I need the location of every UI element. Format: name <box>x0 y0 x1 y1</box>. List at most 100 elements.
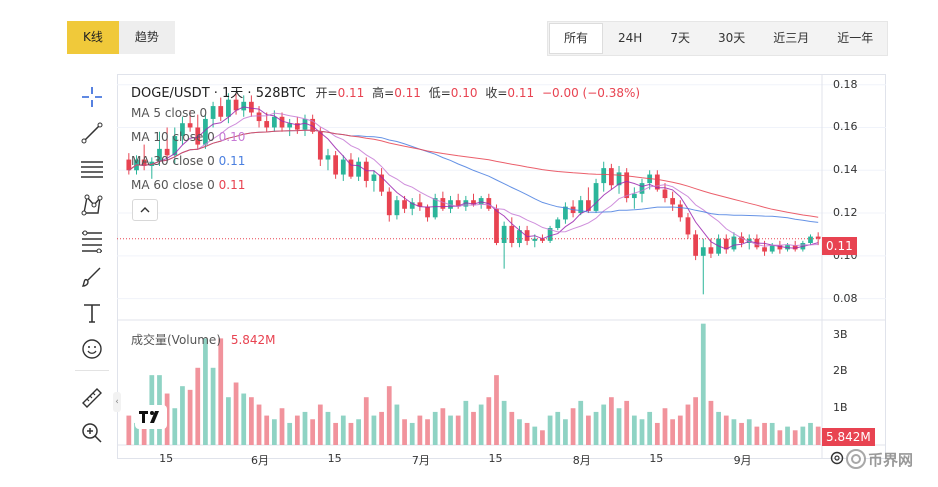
tab-trend[interactable]: 趋势 <box>118 21 175 54</box>
ruler-icon[interactable] <box>76 384 108 412</box>
ma10-legend[interactable]: MA 10 close 0 0.10 <box>131 130 245 144</box>
candle-body <box>249 101 254 113</box>
ohlc-legend: DOGE/USDT · 1天 · 528BTC 开=0.11 高=0.11 低=… <box>131 82 640 101</box>
tab-range-24h[interactable]: 24H <box>618 31 643 45</box>
volume-bar <box>555 411 561 445</box>
volume-bar <box>371 415 377 445</box>
ma30-legend[interactable]: MA 30 close 0 0.11 <box>131 154 245 168</box>
volume-bar <box>716 411 721 445</box>
candle-body <box>769 245 775 252</box>
candle-body <box>547 228 553 241</box>
volume-bar <box>578 400 584 445</box>
volume-bar <box>785 426 790 445</box>
pane-resize-handle[interactable]: ‹ <box>113 392 121 412</box>
volume-bar <box>256 404 262 445</box>
volume-bar <box>379 411 384 445</box>
close-label: 收= <box>485 86 508 100</box>
volume-bar <box>509 411 515 445</box>
brush-icon[interactable] <box>76 263 108 291</box>
tab-range-1y[interactable]: 近一年 <box>837 31 874 45</box>
volume-bar <box>777 430 783 445</box>
volume-bar <box>608 397 614 445</box>
collapse-legend-button[interactable] <box>132 199 158 221</box>
emoji-icon[interactable] <box>76 335 108 363</box>
candle-body <box>294 123 300 130</box>
pattern-icon[interactable] <box>76 191 108 219</box>
ma60-line <box>128 129 819 218</box>
volume-bar <box>547 415 553 445</box>
volume-bar <box>249 397 254 445</box>
volume-bar <box>792 430 798 445</box>
candle-body <box>210 106 216 119</box>
zoom-in-icon[interactable] <box>76 419 108 447</box>
ma30-label: MA 30 close 0 <box>131 154 215 168</box>
volume-bar <box>708 400 714 445</box>
ma60-value: 0.11 <box>218 178 246 192</box>
volume-bar <box>677 415 683 445</box>
volume-bar <box>195 367 201 445</box>
volume-bar <box>723 415 729 445</box>
candle-body <box>501 225 507 243</box>
volume-bar <box>226 397 231 445</box>
candle-body <box>340 159 346 175</box>
tab-range-all[interactable]: 所有 <box>549 23 604 54</box>
volume-bar <box>386 386 392 445</box>
settings-gear-icon[interactable] <box>829 450 845 466</box>
candle-body <box>815 236 821 239</box>
volume-bar <box>134 422 139 445</box>
volume-bar <box>187 389 193 445</box>
ma5-legend[interactable]: MA 5 close 0 <box>131 106 207 120</box>
volume-bar <box>356 419 361 445</box>
ma10-line <box>128 112 819 247</box>
candle-body <box>555 219 561 229</box>
volume-bar <box>333 422 339 445</box>
candle-body <box>631 193 637 199</box>
volume-bar <box>693 397 698 445</box>
candle-body <box>731 236 737 250</box>
ma10-value: 0.10 <box>218 130 246 144</box>
time-tick-label: 7月 <box>411 454 430 467</box>
candle-body <box>693 234 698 256</box>
volume-bar <box>417 415 423 445</box>
chart-frame <box>117 74 886 459</box>
volume-bar <box>287 422 293 445</box>
time-tick-label: 15 <box>649 452 664 465</box>
volume-bar <box>601 404 607 445</box>
volume-bar <box>746 419 752 445</box>
horizontal-lines-icon[interactable] <box>76 155 108 183</box>
candle-body <box>187 123 193 128</box>
candle-body <box>317 131 323 160</box>
ma60-legend[interactable]: MA 60 close 0 0.11 <box>131 178 245 192</box>
crosshair-icon[interactable] <box>76 83 108 111</box>
tab-kline[interactable]: K线 <box>67 21 119 54</box>
volume-bar <box>769 422 775 445</box>
fib-retracement-icon[interactable] <box>76 227 108 255</box>
grid <box>117 74 886 459</box>
candle-body <box>218 106 224 117</box>
candle-body <box>563 206 568 220</box>
chart-type-tabs: K线 趋势 <box>67 21 175 54</box>
volume-bar <box>517 419 522 445</box>
candle-body <box>271 116 277 128</box>
toolbar-divider <box>75 370 109 371</box>
volume-bar <box>524 422 530 445</box>
tab-range-30d[interactable]: 30天 <box>717 31 746 45</box>
ma5-label: MA 5 close 0 <box>131 106 208 120</box>
volume-bar <box>815 426 821 445</box>
ma30-line <box>128 129 819 223</box>
price-tick-label: 0.16 <box>833 120 858 134</box>
candle-body <box>432 198 438 218</box>
volume-bar <box>455 415 461 445</box>
tradingview-logo[interactable] <box>135 405 167 429</box>
tab-range-7d[interactable]: 7天 <box>670 31 690 45</box>
candle-body <box>517 230 522 243</box>
volume-bar <box>808 422 813 445</box>
candle-body <box>670 198 676 205</box>
volume-bar <box>731 419 737 445</box>
volume-bar <box>425 419 430 445</box>
text-icon[interactable] <box>76 299 108 327</box>
volume-label: 成交量(Volume) <box>131 333 221 347</box>
tab-range-3m[interactable]: 近三月 <box>773 31 810 45</box>
candle-body <box>494 208 499 243</box>
trend-line-icon[interactable] <box>76 119 108 147</box>
